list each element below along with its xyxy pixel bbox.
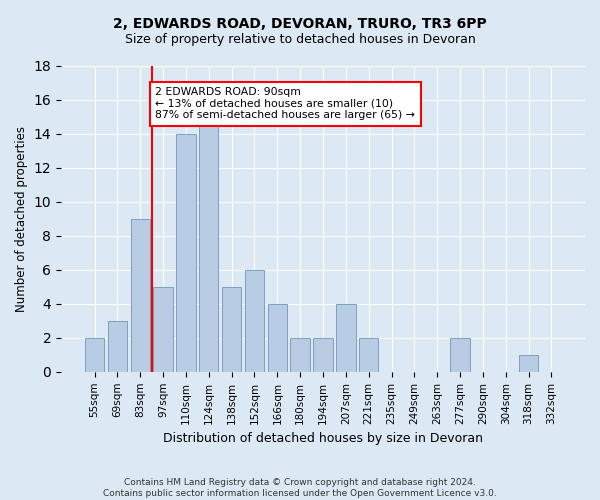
Text: 2 EDWARDS ROAD: 90sqm
← 13% of detached houses are smaller (10)
87% of semi-deta: 2 EDWARDS ROAD: 90sqm ← 13% of detached … [155,87,415,120]
Bar [359,338,379,372]
X-axis label: Distribution of detached houses by size in Devoran: Distribution of detached houses by size … [163,432,483,445]
Bar [107,321,127,372]
Bar [154,286,173,372]
Bar [519,355,538,372]
Bar [199,116,218,372]
Bar [268,304,287,372]
Bar [336,304,356,372]
Bar [290,338,310,372]
Bar [176,134,196,372]
Bar [451,338,470,372]
Y-axis label: Number of detached properties: Number of detached properties [15,126,28,312]
Bar [131,218,150,372]
Bar [222,286,241,372]
Bar [245,270,264,372]
Text: Size of property relative to detached houses in Devoran: Size of property relative to detached ho… [125,32,475,46]
Bar [313,338,333,372]
Bar [85,338,104,372]
Text: 2, EDWARDS ROAD, DEVORAN, TRURO, TR3 6PP: 2, EDWARDS ROAD, DEVORAN, TRURO, TR3 6PP [113,18,487,32]
Text: Contains HM Land Registry data © Crown copyright and database right 2024.
Contai: Contains HM Land Registry data © Crown c… [103,478,497,498]
